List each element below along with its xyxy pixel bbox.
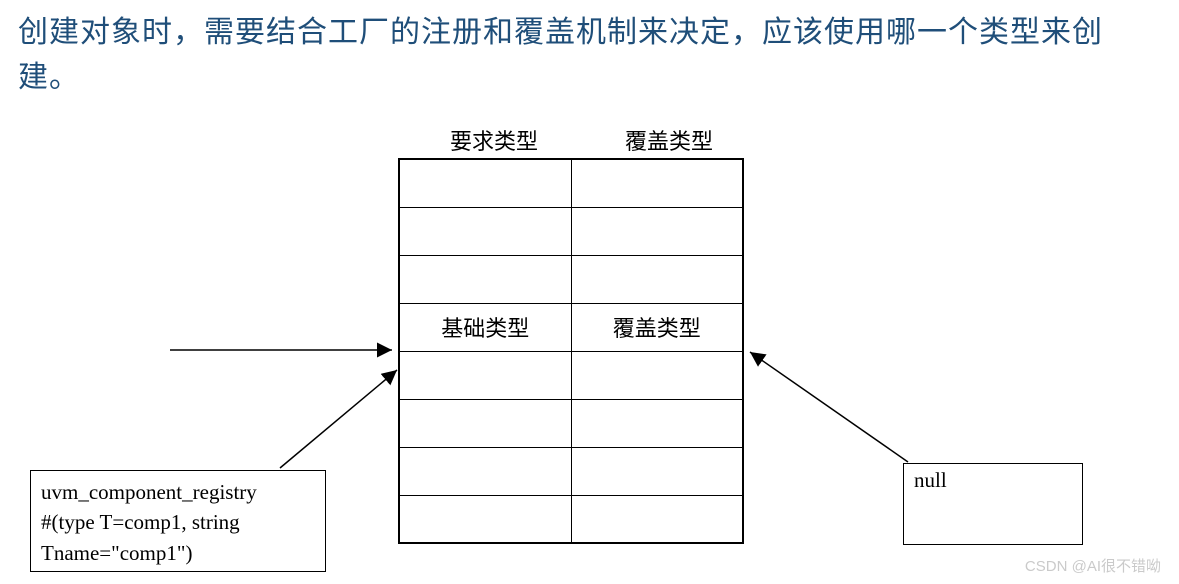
cell: 基础类型 — [399, 303, 571, 351]
cell — [571, 255, 743, 303]
cell — [399, 447, 571, 495]
cell — [399, 255, 571, 303]
table-row — [399, 255, 743, 303]
table-row — [399, 447, 743, 495]
arrow-left-box — [280, 370, 397, 468]
cell — [571, 159, 743, 207]
table-header-right: 覆盖类型 — [625, 124, 713, 156]
registry-line1: uvm_component_registry — [41, 477, 315, 507]
cell — [399, 159, 571, 207]
page-title: 创建对象时，需要结合工厂的注册和覆盖机制来决定，应该使用哪一个类型来创建。 — [18, 10, 1118, 100]
cell — [571, 207, 743, 255]
cell — [571, 495, 743, 543]
cell — [399, 207, 571, 255]
null-box: null — [903, 463, 1083, 545]
cell — [399, 399, 571, 447]
watermark: CSDN @AI很不错呦 — [1025, 555, 1161, 576]
table-row: 基础类型覆盖类型 — [399, 303, 743, 351]
table-row — [399, 495, 743, 543]
registry-line3: Tname="comp1") — [41, 538, 315, 568]
cell — [571, 447, 743, 495]
cell — [571, 399, 743, 447]
registry-line2: #(type T=comp1, string — [41, 507, 315, 537]
null-text: null — [914, 468, 947, 492]
table-row — [399, 207, 743, 255]
cell — [399, 495, 571, 543]
type-table: 基础类型覆盖类型 — [398, 158, 744, 544]
cell — [571, 351, 743, 399]
registry-box: uvm_component_registry #(type T=comp1, s… — [30, 470, 326, 572]
arrow-right-box — [750, 352, 908, 462]
table-row — [399, 159, 743, 207]
table-row — [399, 399, 743, 447]
cell: 覆盖类型 — [571, 303, 743, 351]
cell — [399, 351, 571, 399]
table-row — [399, 351, 743, 399]
table-header-left: 要求类型 — [450, 124, 538, 156]
